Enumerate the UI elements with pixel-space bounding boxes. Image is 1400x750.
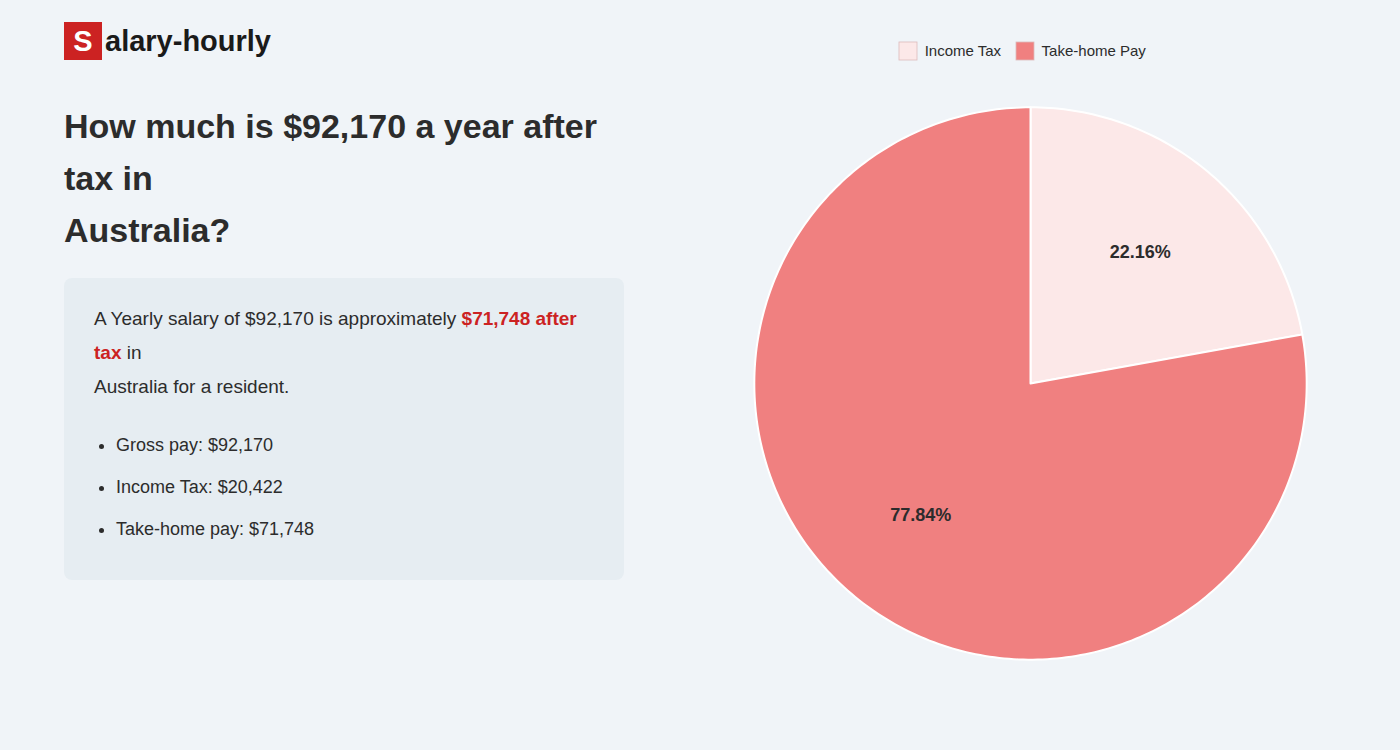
svg-text:22.16%: 22.16% — [1110, 241, 1171, 261]
html-text:Take-home pay: $71,748: Take-home pay: $71,748 — [116, 519, 315, 539]
html-text:Australia for a resident.: Australia for a resident. — [94, 376, 290, 397]
html-text:alary-hourly: alary-hourly — [105, 24, 271, 57]
html-text:Income Tax: $20,422: Income Tax: $20,422 — [116, 477, 283, 497]
html-text:Take-home Pay: Take-home Pay — [1041, 42, 1146, 59]
html-text:Australia?: Australia? — [64, 211, 231, 249]
html-text:How much is $92,170 a year aft: How much is $92,170 a year after tax in — [64, 107, 597, 197]
svg-text:77.84%: 77.84% — [890, 504, 951, 524]
html-text:Income Tax: Income Tax — [924, 42, 1002, 59]
html-text:S: S — [73, 25, 93, 57]
html-text:Gross pay: $92,170: Gross pay: $92,170 — [116, 435, 274, 455]
html-text:A Yearly salary of $92,170 is: A Yearly salary of $92,170 is approximat… — [94, 308, 577, 363]
